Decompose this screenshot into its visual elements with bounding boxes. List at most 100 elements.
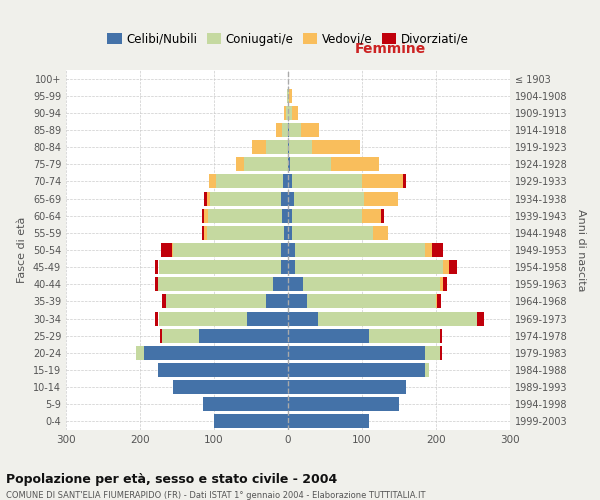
Bar <box>292 174 362 188</box>
Bar <box>440 328 442 342</box>
Bar <box>425 243 432 257</box>
Bar <box>144 346 288 360</box>
Bar <box>425 346 440 360</box>
Bar <box>307 294 436 308</box>
Bar <box>209 174 216 188</box>
Bar <box>403 174 406 188</box>
Bar <box>440 346 442 360</box>
Bar <box>289 88 292 102</box>
Legend: Celibi/Nubili, Coniugati/e, Vedovi/e, Divorziati/e: Celibi/Nubili, Coniugati/e, Vedovi/e, Di… <box>104 29 472 49</box>
Bar <box>205 208 208 222</box>
Bar <box>208 208 282 222</box>
Bar <box>172 243 173 257</box>
Bar <box>289 140 311 154</box>
Bar <box>436 294 437 308</box>
Bar <box>301 123 319 137</box>
Bar <box>199 328 288 342</box>
Bar <box>288 140 289 154</box>
Bar <box>288 106 292 120</box>
Bar <box>281 192 288 205</box>
Bar <box>288 158 290 172</box>
Bar <box>362 208 380 222</box>
Text: Femmine: Femmine <box>355 42 426 56</box>
Bar <box>288 226 292 240</box>
Bar <box>303 278 440 291</box>
Bar <box>288 294 307 308</box>
Bar <box>136 346 144 360</box>
Bar <box>211 192 281 205</box>
Bar <box>214 414 288 428</box>
Bar <box>288 328 370 342</box>
Bar <box>202 208 205 222</box>
Bar <box>276 123 282 137</box>
Bar <box>288 174 292 188</box>
Bar <box>158 278 273 291</box>
Bar <box>288 88 289 102</box>
Bar <box>286 106 288 120</box>
Bar <box>292 226 373 240</box>
Bar <box>162 328 199 342</box>
Bar <box>440 278 443 291</box>
Bar <box>331 158 379 172</box>
Bar <box>266 140 288 154</box>
Bar <box>173 243 281 257</box>
Bar <box>202 226 205 240</box>
Bar <box>244 158 288 172</box>
Bar <box>443 278 447 291</box>
Bar <box>288 398 399 411</box>
Bar <box>288 278 303 291</box>
Bar <box>317 312 477 326</box>
Bar <box>288 192 294 205</box>
Bar <box>216 174 283 188</box>
Bar <box>206 192 210 205</box>
Bar <box>373 226 388 240</box>
Bar <box>290 158 331 172</box>
Bar <box>449 260 457 274</box>
Bar <box>155 278 158 291</box>
Y-axis label: Fasce di età: Fasce di età <box>17 217 27 283</box>
Text: COMUNE DI SANT'ELIA FIUMERAPIDO (FR) - Dati ISTAT 1° gennaio 2004 - Elaborazione: COMUNE DI SANT'ELIA FIUMERAPIDO (FR) - D… <box>6 491 425 500</box>
Bar <box>158 260 281 274</box>
Bar <box>158 312 247 326</box>
Bar <box>284 226 288 240</box>
Text: Popolazione per età, sesso e stato civile - 2004: Popolazione per età, sesso e stato civil… <box>6 472 337 486</box>
Bar <box>206 226 284 240</box>
Bar <box>443 260 449 274</box>
Bar <box>160 328 162 342</box>
Bar <box>158 363 288 377</box>
Bar <box>161 243 172 257</box>
Bar <box>288 123 289 137</box>
Bar <box>288 363 425 377</box>
Bar <box>155 260 158 274</box>
Bar <box>311 140 360 154</box>
Bar <box>289 123 301 137</box>
Bar <box>380 208 384 222</box>
Bar <box>288 208 292 222</box>
Bar <box>288 243 295 257</box>
Bar <box>282 123 288 137</box>
Bar <box>203 398 288 411</box>
Bar <box>432 243 443 257</box>
Bar <box>266 294 288 308</box>
Bar <box>288 260 295 274</box>
Bar <box>253 140 266 154</box>
Bar <box>155 312 158 326</box>
Bar <box>273 278 288 291</box>
Bar <box>281 260 288 274</box>
Bar <box>281 243 288 257</box>
Bar <box>284 106 286 120</box>
Bar <box>166 294 266 308</box>
Bar <box>236 158 244 172</box>
Bar <box>437 294 441 308</box>
Bar <box>282 208 288 222</box>
Bar <box>288 346 425 360</box>
Bar <box>205 192 206 205</box>
Bar <box>288 380 406 394</box>
Y-axis label: Anni di nascita: Anni di nascita <box>576 209 586 291</box>
Bar <box>477 312 484 326</box>
Bar <box>173 380 288 394</box>
Bar <box>287 88 288 102</box>
Bar <box>370 328 440 342</box>
Bar <box>295 260 443 274</box>
Bar <box>425 363 428 377</box>
